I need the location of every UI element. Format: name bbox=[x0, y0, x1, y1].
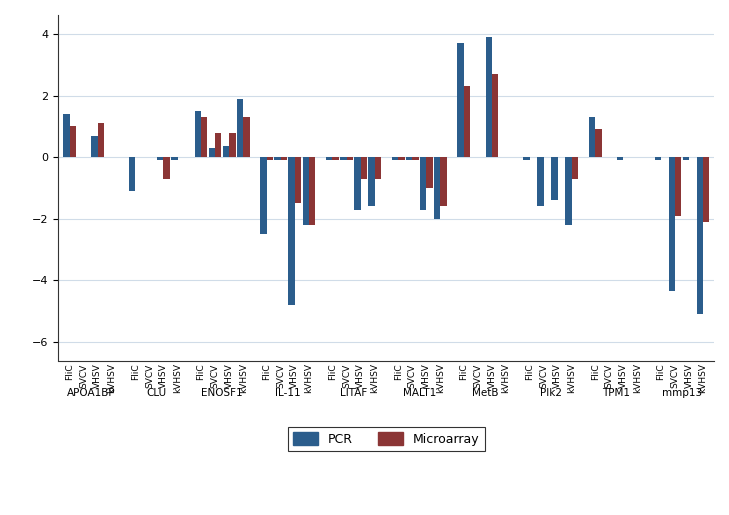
Bar bbox=[229, 132, 235, 157]
Bar bbox=[406, 157, 412, 160]
Bar bbox=[267, 157, 273, 160]
Legend: PCR, Microarray: PCR, Microarray bbox=[288, 427, 485, 451]
Bar bbox=[274, 157, 281, 160]
Bar bbox=[703, 157, 709, 222]
Bar bbox=[163, 157, 170, 179]
Bar bbox=[354, 157, 361, 210]
Bar bbox=[171, 157, 177, 160]
Bar bbox=[332, 157, 339, 160]
Bar bbox=[565, 157, 572, 225]
Bar bbox=[157, 157, 163, 160]
Bar bbox=[412, 157, 418, 160]
Bar bbox=[303, 157, 309, 225]
Bar bbox=[697, 157, 703, 314]
Bar bbox=[129, 157, 136, 191]
Text: Plk2: Plk2 bbox=[539, 388, 561, 398]
Text: APOA1BP: APOA1BP bbox=[66, 388, 115, 398]
Bar bbox=[617, 157, 623, 160]
Text: MetB: MetB bbox=[472, 388, 498, 398]
Bar bbox=[91, 135, 98, 157]
Bar bbox=[98, 123, 104, 157]
Text: ENOSF1: ENOSF1 bbox=[201, 388, 243, 398]
Bar bbox=[260, 157, 267, 234]
Bar bbox=[589, 117, 596, 157]
Bar bbox=[675, 157, 682, 216]
Bar bbox=[398, 157, 405, 160]
Text: mmp13: mmp13 bbox=[662, 388, 702, 398]
Bar bbox=[201, 117, 208, 157]
Text: CLU: CLU bbox=[147, 388, 166, 398]
Bar bbox=[391, 157, 398, 160]
Bar bbox=[486, 37, 492, 157]
Bar bbox=[668, 157, 675, 291]
Bar bbox=[326, 157, 332, 160]
Bar bbox=[215, 132, 222, 157]
Bar bbox=[655, 157, 661, 160]
Bar bbox=[434, 157, 440, 219]
Bar bbox=[368, 157, 375, 207]
Bar bbox=[464, 87, 470, 157]
Text: IL-11: IL-11 bbox=[275, 388, 300, 398]
Bar bbox=[426, 157, 432, 188]
Bar bbox=[208, 148, 215, 157]
Bar bbox=[551, 157, 558, 200]
Text: TPM1: TPM1 bbox=[602, 388, 631, 398]
Bar bbox=[596, 129, 601, 157]
Bar bbox=[346, 157, 353, 160]
Bar bbox=[340, 157, 346, 160]
Bar bbox=[237, 99, 243, 157]
Text: MALT1: MALT1 bbox=[402, 388, 436, 398]
Bar bbox=[295, 157, 301, 203]
Bar bbox=[492, 74, 499, 157]
Bar bbox=[458, 43, 464, 157]
Text: LITAF: LITAF bbox=[340, 388, 367, 398]
Bar bbox=[243, 117, 249, 157]
Bar bbox=[195, 111, 201, 157]
Bar bbox=[70, 126, 76, 157]
Bar bbox=[537, 157, 544, 207]
Bar bbox=[63, 114, 70, 157]
Bar bbox=[289, 157, 295, 305]
Bar bbox=[682, 157, 689, 160]
Bar bbox=[309, 157, 315, 225]
Bar bbox=[223, 146, 229, 157]
Bar bbox=[361, 157, 367, 179]
Bar bbox=[523, 157, 529, 160]
Bar bbox=[420, 157, 426, 210]
Bar bbox=[440, 157, 447, 207]
Bar bbox=[572, 157, 578, 179]
Bar bbox=[375, 157, 381, 179]
Bar bbox=[281, 157, 287, 160]
